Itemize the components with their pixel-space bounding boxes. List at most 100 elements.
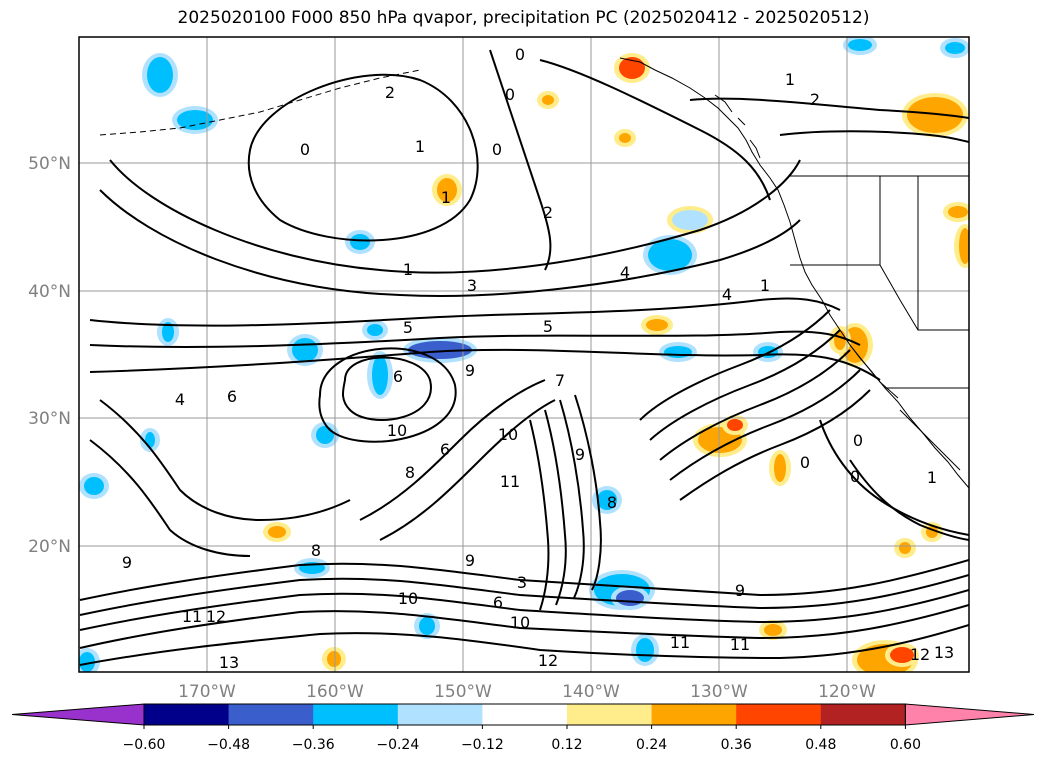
- contour-label: 12: [910, 645, 930, 664]
- contour-label: 8: [607, 493, 617, 512]
- contour-label: 6: [227, 387, 237, 406]
- anomaly-patch: [848, 39, 872, 51]
- anomaly-patch: [774, 454, 786, 482]
- map-frame: [78, 36, 970, 673]
- colorbar-segment: [144, 704, 230, 725]
- contour-label: 4: [175, 390, 185, 409]
- contour-label: 10: [510, 613, 530, 632]
- longitude-label: 160°W: [306, 682, 364, 702]
- anomaly-patch: [945, 42, 965, 54]
- contour-label: 7: [555, 371, 565, 390]
- anomaly-patch: [177, 110, 213, 130]
- colorbar-tick-label: −0.24: [376, 737, 419, 753]
- contour-label: 1: [415, 137, 425, 156]
- anomaly-patch: [268, 526, 286, 538]
- anomaly-patch: [147, 57, 173, 93]
- colorbar-segment: [482, 704, 568, 725]
- contour-label: 11: [730, 635, 750, 654]
- contour-label: 13: [934, 643, 954, 662]
- anomaly-patch: [636, 638, 654, 662]
- anomaly-patch: [162, 322, 174, 342]
- contour-label: 11: [182, 607, 202, 626]
- contour-label: 13: [219, 653, 239, 672]
- contour-label: 12: [206, 607, 226, 626]
- contour-label: 6: [393, 367, 403, 386]
- contour-label: 12: [538, 651, 558, 670]
- contour-label: 0: [515, 45, 525, 64]
- anomaly-patch: [367, 324, 383, 336]
- contour-label: 0: [505, 85, 515, 104]
- anomaly-patch: [948, 206, 968, 218]
- contour-label: 11: [670, 633, 690, 652]
- contour-label: 5: [543, 317, 553, 336]
- anomaly-patch: [419, 617, 435, 635]
- latitude-labels: 50°N 40°N 30°N 20°N: [28, 154, 71, 557]
- colorbar-segment: [736, 704, 822, 725]
- anomaly-patch: [672, 210, 708, 230]
- colorbar-segment: [820, 704, 906, 725]
- contour-label: 11: [500, 472, 520, 491]
- anomaly-patch: [372, 355, 388, 395]
- anomaly-patch: [727, 419, 743, 431]
- anomaly-patch: [664, 346, 692, 358]
- anomaly-patch: [292, 338, 318, 362]
- anomaly-patch: [350, 234, 370, 250]
- colorbar-frame: [143, 703, 906, 726]
- contour-label: 1: [403, 260, 413, 279]
- contour-label: 1: [441, 188, 451, 207]
- contour-label: 2: [385, 83, 395, 102]
- contour-label: 0: [853, 431, 863, 450]
- contour-label: 1: [785, 70, 795, 89]
- latitude-label: 30°N: [28, 409, 71, 429]
- colorbar-segment: [228, 704, 314, 725]
- precip-anomaly-shading: [79, 37, 969, 672]
- colorbar-tick-label: 0.24: [636, 737, 667, 753]
- latitude-label: 40°N: [28, 282, 71, 302]
- anomaly-patch: [619, 57, 645, 79]
- anomaly-patch: [79, 652, 95, 672]
- anomaly-patch: [437, 178, 457, 202]
- contour-label: 0: [300, 140, 310, 159]
- anomaly-patch: [764, 624, 782, 636]
- dateline-coast: [99, 69, 421, 136]
- contour-label: 9: [465, 361, 475, 380]
- colorbar-tick-label: −0.36: [292, 737, 335, 753]
- anomaly-patch: [648, 239, 692, 271]
- contour-label: 10: [498, 425, 518, 444]
- longitude-label: 150°W: [434, 682, 492, 702]
- contour-label: 9: [575, 445, 585, 464]
- contour-label: 9: [465, 551, 475, 570]
- chart-title: 2025020100 F000 850 hPa qvapor, precipit…: [177, 8, 870, 28]
- contour-label: 4: [620, 263, 630, 282]
- contour-label: 9: [735, 581, 745, 600]
- contour-label: 2: [810, 90, 820, 109]
- contour-label: 8: [311, 541, 321, 560]
- contour-label: 4: [722, 285, 732, 304]
- colorbar-tick-label: −0.60: [123, 737, 166, 753]
- anomaly-patch: [316, 426, 334, 444]
- contour-label: 5: [403, 318, 413, 337]
- anomaly-patch: [542, 95, 554, 105]
- colorbar-segment: [397, 704, 483, 725]
- anomaly-patch: [327, 651, 341, 667]
- contour-label: 6: [493, 593, 503, 612]
- latitude-label: 20°N: [28, 537, 71, 557]
- colorbar-extend-high: [904, 703, 1035, 726]
- colorbar: −0.60 −0.48 −0.36 −0.24 −0.12 0.12 0.24 0.36 0.4…: [11, 703, 1035, 753]
- colorbar-extend-low: [11, 703, 145, 726]
- colorbar-segment: [567, 704, 653, 725]
- anomaly-patch: [899, 542, 911, 554]
- colorbar-tick-label: −0.12: [461, 737, 504, 753]
- colorbar-tick-label: 0.60: [890, 737, 921, 753]
- contour-label: 9: [122, 553, 132, 572]
- contour-label: 1: [760, 276, 770, 295]
- graticule: [79, 37, 969, 672]
- anomaly-patch: [619, 133, 631, 143]
- anomaly-patch: [890, 647, 914, 663]
- latitude-label: 50°N: [28, 154, 71, 174]
- colorbar-segment: [313, 704, 399, 725]
- anomaly-patch: [84, 477, 104, 495]
- contour-label: 10: [398, 589, 418, 608]
